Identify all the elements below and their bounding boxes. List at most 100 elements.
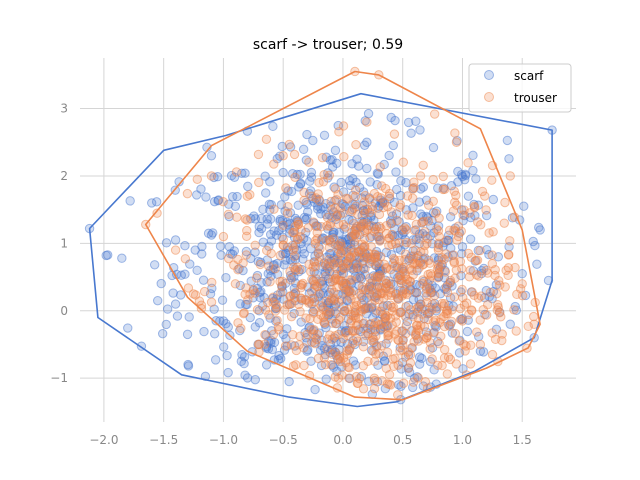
trouser-point: [433, 226, 444, 236]
scarf-point: [161, 238, 172, 248]
trouser-point: [310, 338, 320, 349]
scarf-point: [223, 367, 233, 378]
trouser-point: [510, 262, 520, 273]
trouser-point: [487, 328, 497, 338]
trouser-point: [327, 349, 338, 360]
scarf-point: [274, 350, 284, 361]
legend: scarf trouser: [468, 63, 572, 113]
trouser-point: [394, 238, 404, 248]
trouser-point: [319, 353, 330, 363]
trouser-point: [180, 254, 191, 264]
trouser-point: [269, 204, 279, 214]
scarf-point: [281, 334, 291, 344]
trouser-point: [403, 363, 414, 373]
trouser-point: [270, 264, 280, 274]
trouser-point: [182, 188, 193, 199]
scarf-point: [272, 258, 282, 269]
trouser-point: [517, 279, 527, 289]
trouser-point: [437, 298, 447, 309]
trouser-point: [358, 284, 368, 295]
trouser-point: [336, 238, 346, 249]
scarf-point: [271, 230, 282, 240]
trouser-point: [418, 275, 428, 285]
trouser-point: [284, 299, 294, 309]
scarf-point: [218, 316, 229, 326]
trouser-point: [315, 244, 325, 254]
trouser-point: [386, 288, 396, 298]
trouser-point: [314, 178, 324, 188]
trouser-point: [277, 281, 287, 291]
trouser-point: [319, 318, 330, 328]
scarf-point: [149, 260, 160, 270]
trouser-point: [368, 346, 378, 356]
trouser-point: [457, 284, 467, 295]
trouser-point: [376, 181, 387, 191]
trouser-point: [442, 287, 453, 298]
trouser-point: [299, 195, 309, 206]
scarf-point: [278, 167, 288, 178]
trouser-point: [384, 233, 395, 243]
trouser-point: [344, 373, 354, 383]
trouser-point: [407, 210, 417, 221]
scarf-point: [468, 150, 478, 161]
trouser-point: [394, 274, 404, 285]
trouser-point: [370, 250, 381, 260]
trouser-point: [275, 250, 285, 261]
trouser-point: [469, 201, 480, 212]
trouser-point: [436, 314, 446, 324]
trouser-point: [433, 238, 444, 249]
trouser-point: [251, 273, 262, 283]
hull-layer: [88, 70, 553, 408]
scarf-point: [416, 184, 426, 194]
trouser-point: [469, 290, 479, 301]
trouser-point: [255, 259, 265, 270]
trouser-point: [389, 361, 399, 372]
scarf-point: [517, 269, 527, 279]
legend-label-trouser: trouser: [514, 91, 557, 105]
trouser-point: [324, 170, 335, 180]
trouser-hull-outline: [144, 70, 541, 401]
scarf-point: [502, 135, 513, 146]
scarf-point: [308, 135, 318, 146]
series-layer: [84, 66, 557, 405]
trouser-point: [340, 305, 350, 316]
trouser-point: [324, 234, 335, 245]
trouser-point: [330, 306, 340, 316]
trouser-point: [369, 383, 380, 394]
scarf-point: [237, 349, 247, 360]
trouser-point: [218, 231, 229, 242]
trouser-point: [392, 326, 402, 336]
trouser-point: [409, 258, 420, 269]
scarf-point: [117, 253, 127, 263]
trouser-point: [465, 359, 476, 369]
scarf-point: [362, 163, 372, 174]
trouser-point: [505, 236, 515, 246]
trouser-point: [395, 202, 405, 212]
trouser-point: [361, 218, 371, 228]
trouser-point: [417, 278, 428, 289]
trouser-point: [509, 305, 519, 315]
x-tick-label: 0.5: [393, 433, 412, 447]
scarf-point: [221, 272, 231, 283]
scarf-point: [447, 328, 458, 338]
trouser-point: [290, 172, 300, 182]
trouser-point: [335, 203, 346, 213]
trouser-point: [338, 259, 348, 270]
trouser-point: [456, 226, 466, 236]
trouser-point: [439, 344, 450, 355]
scarf-point: [317, 341, 327, 351]
scarf-point: [260, 171, 270, 181]
trouser-point: [440, 267, 451, 277]
scarf-point: [210, 355, 221, 365]
trouser-point: [448, 206, 459, 216]
scarf-point: [475, 346, 486, 356]
trouser-point: [320, 271, 331, 282]
trouser-point: [302, 329, 312, 340]
scarf-point: [321, 374, 331, 384]
trouser-point: [471, 255, 481, 266]
trouser-point: [384, 188, 395, 199]
scarf-point: [217, 295, 228, 305]
scarf-point: [261, 188, 271, 198]
trouser-point: [450, 197, 460, 208]
